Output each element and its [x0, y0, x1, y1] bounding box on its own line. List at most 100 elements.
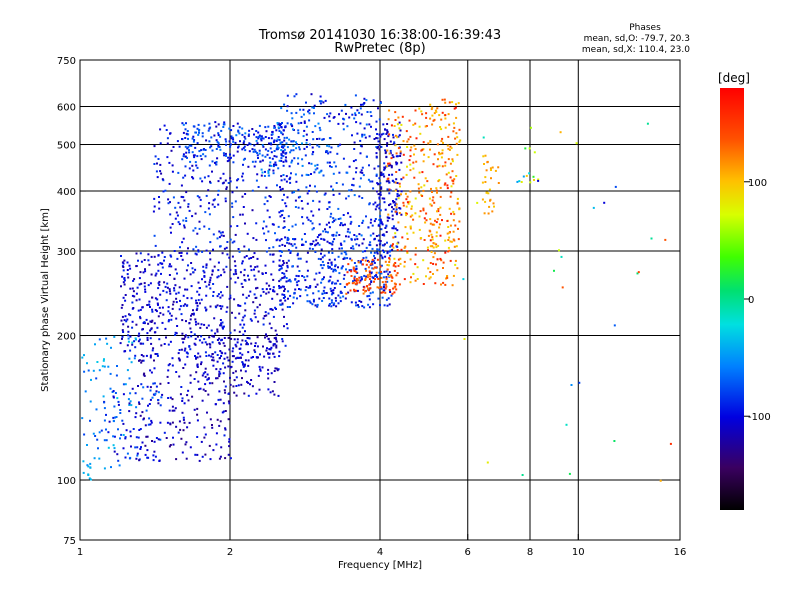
echo-point — [269, 196, 272, 198]
echo-point — [204, 351, 207, 354]
echo-point — [136, 454, 139, 457]
echo-point — [376, 252, 379, 255]
echo-point — [179, 393, 182, 396]
echo-point — [447, 246, 450, 249]
echo-point — [235, 134, 238, 137]
echo-point — [257, 270, 260, 273]
echo-point — [306, 251, 309, 254]
echo-point — [414, 109, 417, 112]
echo-point — [313, 171, 316, 174]
echo-point — [406, 201, 409, 204]
echo-point — [489, 167, 492, 170]
echo-point — [169, 226, 172, 229]
echo-point — [123, 279, 126, 282]
echo-point — [154, 455, 157, 458]
echo-point — [204, 433, 207, 436]
echo-point — [246, 144, 249, 146]
echo-point — [455, 132, 458, 135]
echo-point — [182, 341, 185, 344]
echo-point — [155, 272, 158, 275]
echo-point — [395, 203, 398, 206]
echo-point — [223, 325, 225, 328]
x-tick-label: 10 — [572, 547, 585, 558]
echo-point — [208, 444, 211, 447]
echo-point — [356, 132, 359, 135]
echo-point — [250, 342, 253, 345]
echo-point — [267, 125, 270, 128]
echo-point — [153, 393, 156, 396]
echo-point — [371, 224, 374, 227]
echo-point — [439, 206, 442, 209]
echo-point — [97, 447, 99, 450]
echo-point — [446, 187, 449, 190]
echo-point — [229, 268, 232, 271]
echo-point — [324, 228, 326, 231]
echo-point — [368, 123, 371, 126]
echo-point — [219, 296, 222, 299]
echo-point — [270, 164, 273, 167]
echo-point — [195, 357, 197, 360]
echo-point — [380, 287, 383, 290]
echo-point — [284, 125, 287, 128]
echo-point — [156, 354, 159, 357]
echo-point — [216, 304, 219, 307]
echo-point — [268, 356, 271, 359]
echo-point — [454, 224, 457, 227]
echo-point — [132, 428, 135, 430]
echo-point — [124, 437, 127, 440]
echo-point — [129, 400, 132, 403]
echo-point — [285, 142, 288, 145]
echo-point — [170, 255, 173, 258]
echo-point — [142, 355, 145, 358]
echo-point — [359, 171, 362, 174]
echo-point — [168, 182, 171, 185]
echo-point — [154, 155, 157, 158]
echo-point — [210, 355, 213, 358]
echo-point — [98, 338, 101, 341]
echo-point — [347, 235, 350, 238]
echo-point — [272, 172, 275, 175]
echo-point — [257, 374, 260, 377]
echo-point — [264, 170, 266, 173]
echo-point — [150, 273, 153, 276]
echo-point — [275, 367, 278, 370]
echo-point — [153, 382, 156, 385]
echo-point — [259, 353, 261, 356]
echo-point — [178, 223, 181, 226]
echo-point — [329, 112, 332, 115]
echo-point — [385, 150, 388, 153]
echo-point — [237, 129, 240, 132]
echo-point — [175, 317, 178, 320]
echo-point — [418, 191, 421, 194]
echo-point — [198, 131, 200, 134]
echo-point — [352, 280, 354, 283]
echo-point — [376, 133, 379, 135]
echo-point — [127, 276, 130, 279]
colorbar-tick-label: -100 — [748, 412, 771, 423]
echo-point — [257, 135, 260, 138]
echo-point — [268, 142, 270, 145]
echo-point — [134, 446, 137, 449]
echo-point — [396, 193, 399, 195]
echo-point — [242, 363, 245, 366]
echo-point — [366, 111, 369, 113]
echo-point — [233, 329, 236, 332]
echo-point — [265, 282, 268, 285]
echo-point — [334, 218, 337, 221]
echo-point — [231, 241, 234, 244]
echo-point — [516, 180, 519, 183]
echo-point — [326, 208, 329, 210]
echo-point — [423, 153, 426, 156]
echo-point — [637, 271, 640, 274]
echo-point — [253, 133, 255, 136]
echo-point — [182, 153, 185, 156]
echo-point — [342, 295, 345, 298]
echo-point — [297, 122, 300, 125]
echo-point — [197, 123, 200, 126]
colorbar — [720, 88, 744, 510]
echo-point — [243, 268, 246, 271]
echo-point — [124, 383, 127, 386]
echo-point — [664, 238, 667, 241]
echo-point — [298, 288, 300, 290]
echo-point — [264, 126, 267, 129]
